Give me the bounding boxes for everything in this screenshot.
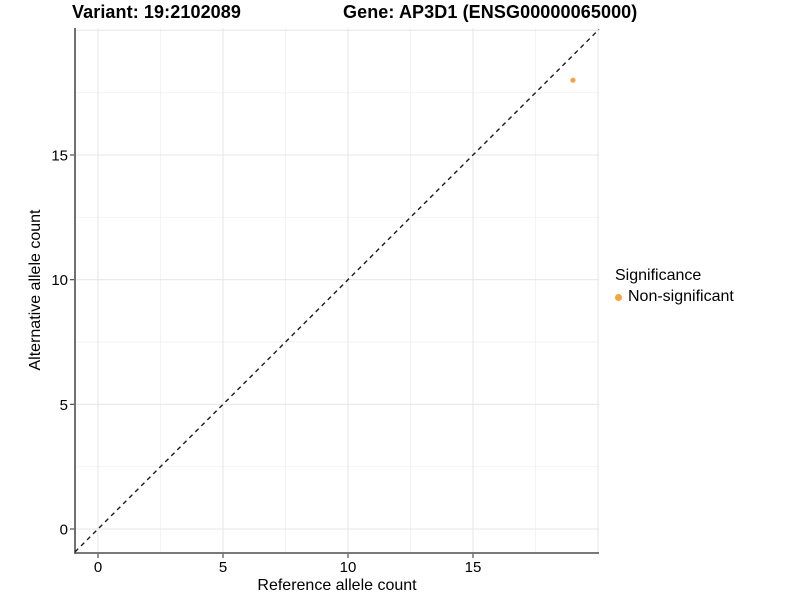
data-point — [570, 77, 576, 83]
x-tick-label: 5 — [219, 559, 227, 576]
variant-title: Variant: 19:2102089 — [72, 2, 242, 22]
legend-item-label: Non-significant — [628, 288, 734, 305]
legend-item: Non-significant — [615, 288, 734, 306]
x-axis-title: Reference allele count — [257, 577, 417, 594]
y-tick-label: 0 — [60, 522, 68, 539]
y-axis-title: Alternative allele count — [27, 209, 44, 371]
gene-title: Gene: AP3D1 (ENSG00000065000) — [343, 2, 638, 22]
x-tick-label: 15 — [465, 559, 482, 576]
y-tick-label: 5 — [60, 397, 68, 414]
legend-title: Significance — [615, 267, 702, 284]
y-tick-label: 10 — [51, 272, 68, 289]
legend: Significance Non-significant — [615, 267, 734, 306]
x-tick-label: 10 — [340, 559, 357, 576]
legend-point-icon — [615, 293, 622, 301]
y-tick-label: 15 — [51, 148, 68, 165]
identity-reference-line — [74, 28, 600, 553]
x-tick-label: 0 — [94, 559, 102, 576]
